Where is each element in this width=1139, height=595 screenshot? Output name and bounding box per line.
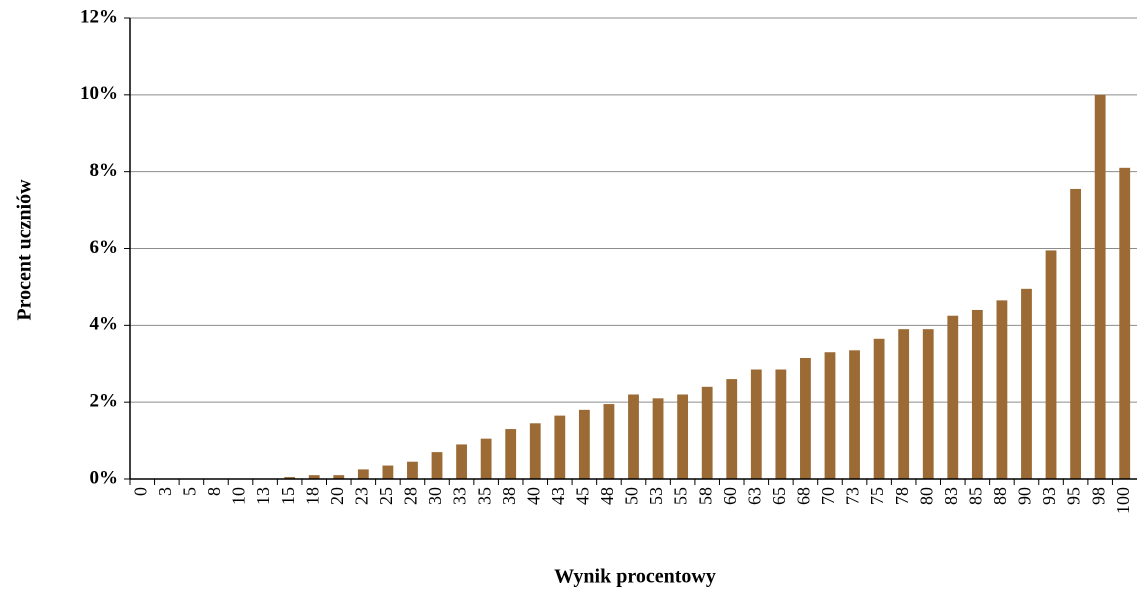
x-tick-label: 33 <box>450 487 470 505</box>
bar <box>333 475 345 479</box>
bar <box>726 379 738 479</box>
x-tick-label: 43 <box>548 487 568 505</box>
y-axis-title: Procent uczniów <box>14 179 36 321</box>
bar <box>775 369 787 479</box>
x-tick-label: 70 <box>818 487 838 505</box>
x-tick-label: 80 <box>916 487 936 505</box>
x-tick-label: 28 <box>401 487 421 505</box>
y-tick-label: 12% <box>80 6 118 27</box>
x-tick-label: 100 <box>1113 487 1133 514</box>
x-tick-label: 35 <box>474 487 494 505</box>
x-tick-label: 75 <box>867 487 887 505</box>
x-tick-label: 40 <box>523 487 543 505</box>
x-axis-title: Wynik procentowy <box>554 566 716 588</box>
y-tick-label: 4% <box>90 314 119 335</box>
x-tick-label: 60 <box>720 487 740 505</box>
y-tick-label: 10% <box>80 83 118 104</box>
bar <box>554 415 566 479</box>
bar <box>947 315 959 479</box>
y-tick-label: 0% <box>90 467 119 488</box>
x-tick-label: 20 <box>327 487 347 505</box>
bar <box>922 329 934 479</box>
bar <box>382 465 394 479</box>
x-tick-label: 95 <box>1064 487 1084 505</box>
bar <box>578 409 590 479</box>
x-tick-label: 18 <box>302 487 322 505</box>
bar <box>1119 167 1131 479</box>
bar <box>628 394 639 479</box>
x-tick-label: 93 <box>1039 487 1059 505</box>
x-tick-label: 65 <box>769 487 789 505</box>
x-tick-label: 23 <box>351 487 371 505</box>
bar <box>529 423 541 479</box>
x-tick-label: 63 <box>744 487 764 505</box>
x-tick-label: 0 <box>130 487 150 496</box>
x-tick-label: 38 <box>499 487 519 505</box>
x-tick-label: 50 <box>622 487 642 505</box>
x-tick-label: 48 <box>597 487 617 505</box>
bar <box>308 475 320 479</box>
x-tick-label: 15 <box>278 487 298 505</box>
bar <box>1021 288 1032 479</box>
bar <box>677 394 689 479</box>
x-tick-label: 98 <box>1088 487 1108 505</box>
x-tick-label: 8 <box>204 487 224 496</box>
bar <box>603 404 615 479</box>
y-tick-label: 6% <box>90 237 119 258</box>
bar <box>701 386 713 479</box>
bar <box>750 369 762 479</box>
x-tick-label: 68 <box>794 487 814 505</box>
x-tick-label: 55 <box>671 487 691 505</box>
bar <box>849 350 860 479</box>
bar <box>898 329 910 479</box>
bar <box>431 452 443 479</box>
bar <box>652 398 664 479</box>
bar <box>800 357 811 479</box>
x-tick-label: 90 <box>1015 487 1035 505</box>
bar <box>824 352 836 479</box>
x-tick-label: 88 <box>990 487 1010 505</box>
bar <box>480 438 492 479</box>
x-tick-label: 78 <box>892 487 912 505</box>
bar <box>505 429 517 479</box>
x-tick-label: 53 <box>646 487 666 505</box>
bar <box>1045 250 1057 479</box>
x-tick-label: 10 <box>229 487 249 505</box>
bar <box>873 338 885 479</box>
x-tick-label: 45 <box>573 487 593 505</box>
bar <box>456 444 467 479</box>
x-tick-label: 83 <box>941 487 961 505</box>
bar <box>996 300 1008 479</box>
x-tick-label: 58 <box>695 487 715 505</box>
y-tick-label: 2% <box>90 391 119 412</box>
bar <box>1094 94 1106 479</box>
x-tick-label: 30 <box>425 487 445 505</box>
bar <box>357 469 369 479</box>
x-tick-label: 73 <box>843 487 863 505</box>
bar <box>971 309 983 479</box>
x-tick-label: 3 <box>155 487 175 496</box>
x-tick-label: 13 <box>253 487 273 505</box>
x-tick-label: 85 <box>965 487 985 505</box>
bar <box>407 461 418 479</box>
y-tick-label: 8% <box>90 160 119 181</box>
bar <box>1070 188 1082 479</box>
bar <box>284 477 296 479</box>
x-tick-label: 25 <box>376 487 396 505</box>
x-tick-label: 5 <box>180 487 200 496</box>
